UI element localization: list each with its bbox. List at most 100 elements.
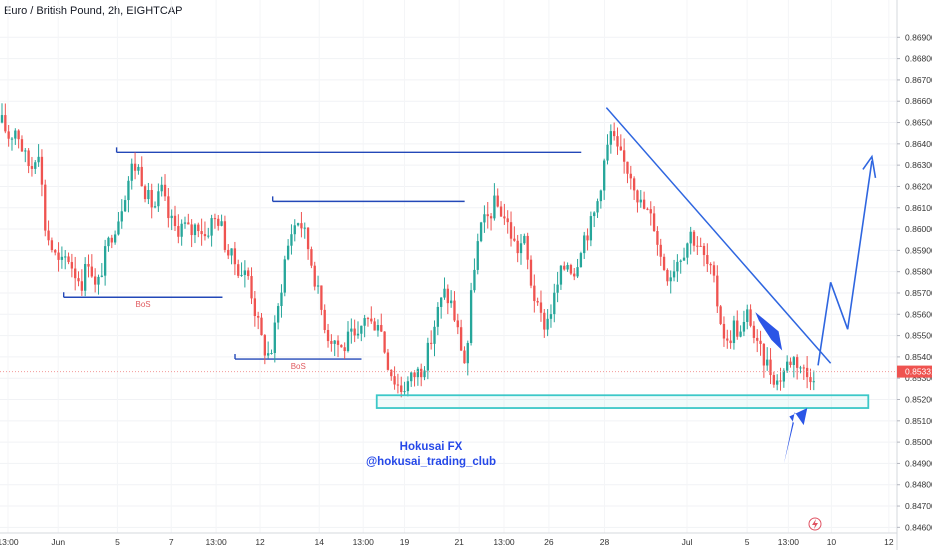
candle-body — [97, 276, 100, 285]
candle-body — [213, 218, 217, 220]
candle-body — [296, 223, 300, 226]
candle-body — [506, 218, 509, 223]
candle-body — [812, 381, 815, 383]
candle-body — [666, 269, 669, 282]
candle-body — [776, 380, 779, 385]
candle-body — [280, 292, 283, 307]
time-tick-label: 19 — [400, 537, 410, 547]
candle-body — [120, 211, 123, 222]
candle-body — [286, 245, 290, 260]
candle-body — [147, 190, 150, 200]
candle-body — [260, 317, 263, 336]
candle-body — [513, 238, 516, 241]
candle-body — [656, 231, 659, 245]
candle-body — [127, 180, 130, 201]
time-tick-label: 28 — [600, 537, 610, 547]
drawings — [0, 107, 897, 464]
candle-body — [676, 261, 679, 272]
candle-body — [543, 312, 546, 330]
candle-body — [646, 208, 649, 210]
candle-body — [549, 314, 553, 319]
candle-body — [17, 130, 20, 140]
time-tick-label: 13:00 — [205, 537, 227, 547]
candle-body — [516, 240, 519, 254]
candle-body — [137, 166, 140, 171]
candle-body — [200, 231, 203, 235]
candle-body — [243, 270, 247, 275]
candle-body — [413, 372, 416, 378]
candle-body — [4, 115, 7, 132]
candle-body — [706, 255, 709, 264]
candle-body — [662, 256, 666, 270]
candle-body — [689, 231, 692, 244]
candle-body — [386, 352, 390, 370]
bos-label: BoS — [291, 362, 306, 371]
time-tick-label: 12 — [884, 537, 894, 547]
candle-body — [360, 325, 363, 334]
candle-body — [593, 212, 596, 217]
candle-body — [456, 320, 459, 328]
candle-body — [726, 338, 729, 341]
candle-body — [373, 321, 376, 331]
candle-body — [799, 367, 802, 369]
candle-body — [466, 342, 469, 364]
candle-body — [283, 259, 286, 293]
lightning-icon — [808, 517, 822, 531]
candle-body — [469, 290, 473, 343]
candle-body — [270, 352, 273, 354]
candle-body — [223, 221, 227, 250]
candle-body — [103, 246, 107, 276]
time-axis[interactable]: 13:00 Jun 5 7 13:00 12 14 13:00 19 21 13:00 26 28 Jul… — [0, 532, 897, 547]
candle-body — [746, 309, 749, 322]
candle-body — [659, 244, 662, 257]
candle-body — [622, 150, 626, 162]
candle-body — [67, 256, 70, 263]
candle-body — [629, 173, 632, 179]
candle-body — [353, 328, 356, 336]
candle-body — [133, 163, 137, 171]
candle-body — [453, 300, 456, 321]
time-tick-label: 5 — [745, 537, 750, 547]
watermark-line-2: @hokusai_trading_club — [366, 456, 496, 468]
candle-body — [143, 186, 147, 200]
candle-body — [313, 265, 316, 287]
candle-body — [446, 288, 449, 304]
time-tick-label: 14 — [315, 537, 325, 547]
candle-body — [396, 384, 400, 386]
candle-body — [37, 156, 40, 163]
candle-body — [10, 138, 14, 140]
candle-body — [430, 342, 433, 344]
candle-body — [7, 131, 10, 139]
candle-body — [792, 357, 795, 365]
candle-body — [669, 277, 672, 282]
candle-body — [766, 359, 769, 366]
candle-body — [586, 235, 589, 241]
time-tick-label: 5 — [115, 537, 120, 547]
candle-body — [326, 329, 330, 342]
arrow-down-right — [755, 312, 783, 351]
candle-body — [290, 234, 293, 246]
candle-body — [569, 265, 573, 274]
candle-body — [70, 262, 74, 269]
candle-body — [639, 199, 642, 203]
candle-body — [672, 271, 676, 278]
lightning-bolt-icon — [812, 519, 818, 529]
candle-body — [692, 231, 696, 246]
candle-body — [443, 288, 446, 298]
candles — [0, 103, 815, 398]
candle-body — [433, 326, 436, 344]
candle-body — [529, 259, 533, 286]
candle-body — [266, 353, 270, 356]
candle-body — [509, 222, 513, 239]
candle-body — [709, 263, 712, 266]
projected-path — [817, 160, 873, 366]
candle-body — [233, 248, 237, 265]
candle-body — [762, 343, 766, 366]
